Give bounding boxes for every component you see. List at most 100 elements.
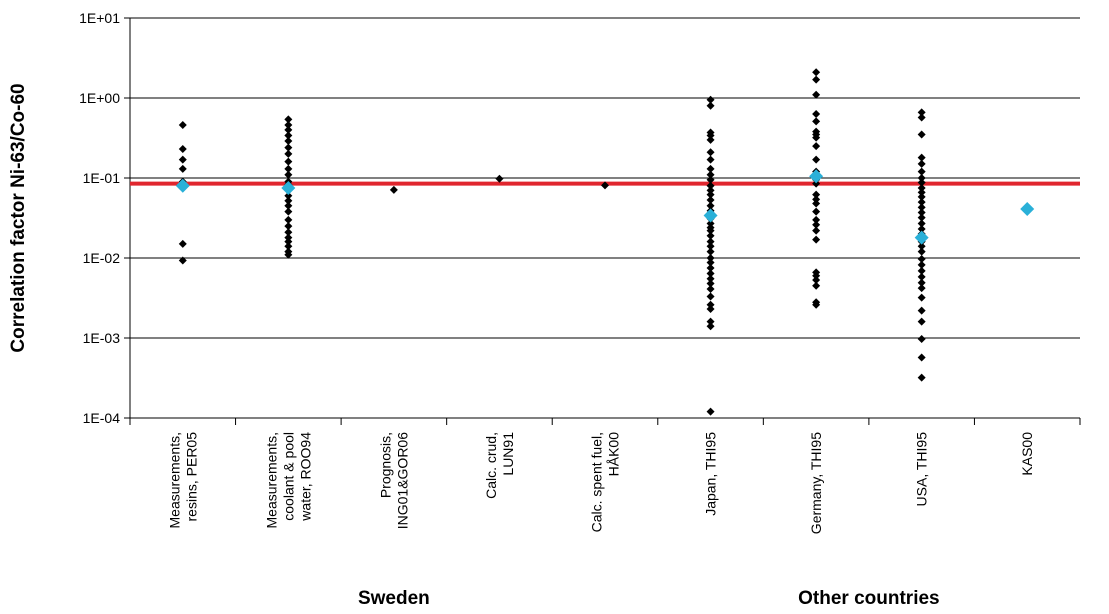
x-tick-label-line-2-1: ING01&GOR06 xyxy=(394,432,410,529)
data-point-6-15 xyxy=(812,195,821,204)
data-point-7-23 xyxy=(917,266,926,275)
data-point-5-36 xyxy=(706,317,715,326)
data-point-5-37 xyxy=(706,322,715,331)
data-point-7-2 xyxy=(917,130,926,139)
data-point-5-5 xyxy=(706,148,715,157)
data-point-1-1 xyxy=(284,120,293,129)
y-tick-label-5: 1E+01 xyxy=(79,10,120,26)
data-point-7-29 xyxy=(917,317,926,326)
data-point-1-25 xyxy=(284,250,293,259)
data-point-7-10 xyxy=(917,192,926,201)
data-point-5-10 xyxy=(706,181,715,190)
x-tick-label-line-8-0: KAS00 xyxy=(1019,432,1035,476)
x-tick-label-line-4-1: HÅK00 xyxy=(606,432,622,477)
group-label-1: Other countries xyxy=(798,588,939,609)
data-point-1-16 xyxy=(284,201,293,210)
data-point-6-24 xyxy=(812,276,821,285)
x-tick-label-line-6-0: Germany, THI95 xyxy=(808,432,824,534)
data-point-7-28 xyxy=(917,306,926,315)
data-point-1-23 xyxy=(284,242,293,251)
mean-marker-8 xyxy=(1020,201,1035,216)
data-point-5-9 xyxy=(706,175,715,184)
data-point-5-22 xyxy=(706,231,715,240)
data-point-6-16 xyxy=(812,199,821,208)
data-point-1-2 xyxy=(284,125,293,134)
x-tick-label-line-7-0: USA, THI95 xyxy=(914,432,930,507)
data-point-5-13 xyxy=(706,196,715,205)
data-point-1-14 xyxy=(284,191,293,200)
mean-marker-6 xyxy=(809,169,824,184)
data-point-6-17 xyxy=(812,207,821,216)
x-tick-label-line-0-0: Measurements, xyxy=(166,432,182,528)
data-point-7-25 xyxy=(917,278,926,287)
x-tick-label-6: Germany, THI95 xyxy=(808,432,824,534)
data-point-1-5 xyxy=(284,143,293,152)
data-point-0-0 xyxy=(178,120,187,129)
data-point-6-25 xyxy=(812,281,821,290)
mean-layer xyxy=(175,169,1035,245)
data-point-6-23 xyxy=(812,271,821,280)
data-point-5-27 xyxy=(706,258,715,267)
data-point-1-4 xyxy=(284,137,293,146)
data-point-6-0 xyxy=(812,68,821,77)
data-point-4-0 xyxy=(601,181,609,190)
data-point-5-3 xyxy=(706,131,715,140)
data-point-7-16 xyxy=(917,225,926,234)
data-point-7-30 xyxy=(917,335,926,344)
data-point-7-26 xyxy=(917,284,926,293)
x-tick-label-line-1-1: coolant & pool xyxy=(280,432,296,521)
data-point-7-15 xyxy=(917,219,926,228)
point-layer xyxy=(178,68,926,416)
x-tick-label-line-4-0: Calc. spent fuel, xyxy=(589,432,605,532)
data-point-5-8 xyxy=(706,170,715,179)
mean-marker-0 xyxy=(175,178,190,193)
data-point-5-28 xyxy=(706,263,715,272)
data-point-6-14 xyxy=(812,190,821,199)
x-tick-label-1: Measurements,coolant & poolwater, ROO94 xyxy=(263,432,313,529)
data-point-1-15 xyxy=(284,196,293,205)
y-tick-label-2: 1E-02 xyxy=(83,250,121,266)
data-point-7-19 xyxy=(917,242,926,251)
x-tick-label-line-3-1: LUN91 xyxy=(500,432,516,476)
y-tick-label-3: 1E-01 xyxy=(83,170,121,186)
x-tick-label-2: Prognosis,ING01&GOR06 xyxy=(377,432,410,529)
x-tick-label-line-3-0: Calc. crud, xyxy=(483,432,499,499)
data-point-1-8 xyxy=(284,164,293,173)
data-point-7-20 xyxy=(917,247,926,256)
data-point-1-9 xyxy=(284,170,293,179)
x-tick-label-line-1-0: Measurements, xyxy=(263,432,279,528)
x-tick-label-line-5-0: Japan, THI95 xyxy=(703,432,719,516)
data-point-5-35 xyxy=(706,305,715,314)
x-tick-label-line-1-2: water, ROO94 xyxy=(297,432,313,522)
axis-layer: 1E-04 1E-03 1E-02 1E-01 1E+00 1E+01 xyxy=(79,10,1081,426)
data-point-0-8 xyxy=(178,256,187,265)
data-point-5-7 xyxy=(706,164,715,173)
data-point-7-3 xyxy=(917,153,926,162)
data-point-1-22 xyxy=(284,237,293,246)
data-point-7-11 xyxy=(917,198,926,207)
x-tick-label-7: USA, THI95 xyxy=(914,432,930,507)
data-point-7-8 xyxy=(917,183,926,192)
data-point-0-3 xyxy=(178,164,187,173)
x-tick-label-4: Calc. spent fuel,HÅK00 xyxy=(589,432,622,533)
data-point-7-4 xyxy=(917,159,926,168)
data-point-1-18 xyxy=(284,215,293,224)
data-point-5-25 xyxy=(706,247,715,256)
x-tick-label-3: Calc. crud,LUN91 xyxy=(483,432,516,499)
data-point-5-29 xyxy=(706,269,715,278)
data-point-5-11 xyxy=(706,186,715,195)
data-point-3-0 xyxy=(495,174,504,183)
data-point-6-18 xyxy=(812,215,821,224)
data-point-7-24 xyxy=(917,272,926,281)
x-tick-label-line-2-0: Prognosis, xyxy=(377,432,393,498)
data-point-5-0 xyxy=(706,95,715,104)
data-point-1-19 xyxy=(284,222,293,231)
data-point-5-38 xyxy=(706,407,715,416)
data-point-5-14 xyxy=(706,201,715,210)
data-point-5-1 xyxy=(706,101,715,110)
data-point-6-2 xyxy=(812,90,821,99)
group-label-0: Sweden xyxy=(358,588,430,609)
data-point-7-9 xyxy=(917,188,926,197)
data-point-6-9 xyxy=(812,155,821,164)
